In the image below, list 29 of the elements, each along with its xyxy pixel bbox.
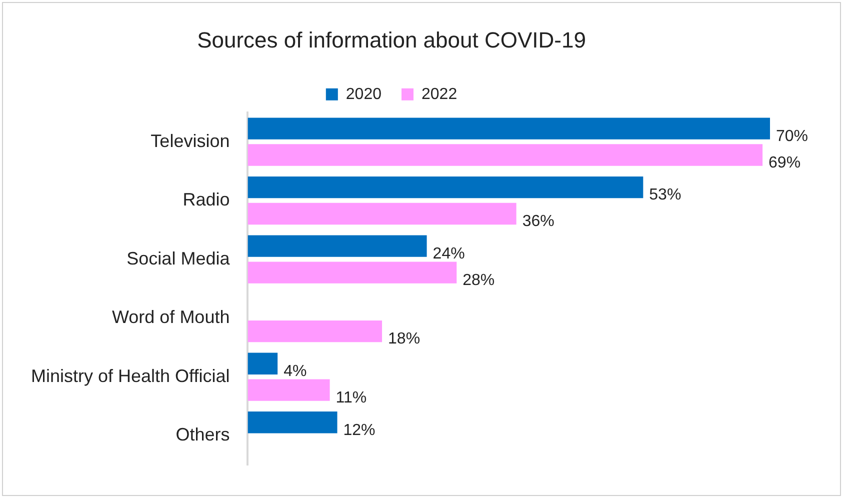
data-label: 4% — [284, 363, 307, 380]
data-label: 53% — [649, 186, 682, 204]
data-label: 70% — [776, 128, 808, 145]
bar — [248, 144, 763, 166]
bar — [248, 352, 278, 374]
y-tick-label: Word of Mouth — [112, 307, 230, 328]
bar — [248, 379, 330, 401]
y-tick-label: Others — [176, 424, 230, 445]
y-tick-label: Television — [150, 130, 230, 151]
data-label: 28% — [462, 272, 495, 289]
data-label: 36% — [522, 213, 554, 230]
bar — [248, 176, 644, 198]
y-tick-label: Social Media — [126, 248, 231, 268]
y-tick-label: Radio — [182, 190, 230, 210]
bar — [248, 320, 382, 342]
bar — [248, 412, 338, 434]
data-label: 69% — [768, 154, 801, 172]
bar — [248, 235, 427, 257]
bar — [248, 262, 457, 284]
chart-title: Sources of information about COVID-19 — [197, 27, 586, 52]
legend-label: 2020 — [346, 86, 382, 103]
y-tick-label: Ministry of Health Official — [30, 366, 230, 386]
bar — [248, 118, 770, 140]
data-label: 11% — [336, 389, 367, 406]
bar — [248, 202, 516, 225]
data-label: 18% — [388, 330, 420, 348]
legend-label: 2022 — [422, 86, 458, 103]
data-label: 12% — [343, 422, 376, 439]
data-label: 24% — [432, 246, 465, 262]
